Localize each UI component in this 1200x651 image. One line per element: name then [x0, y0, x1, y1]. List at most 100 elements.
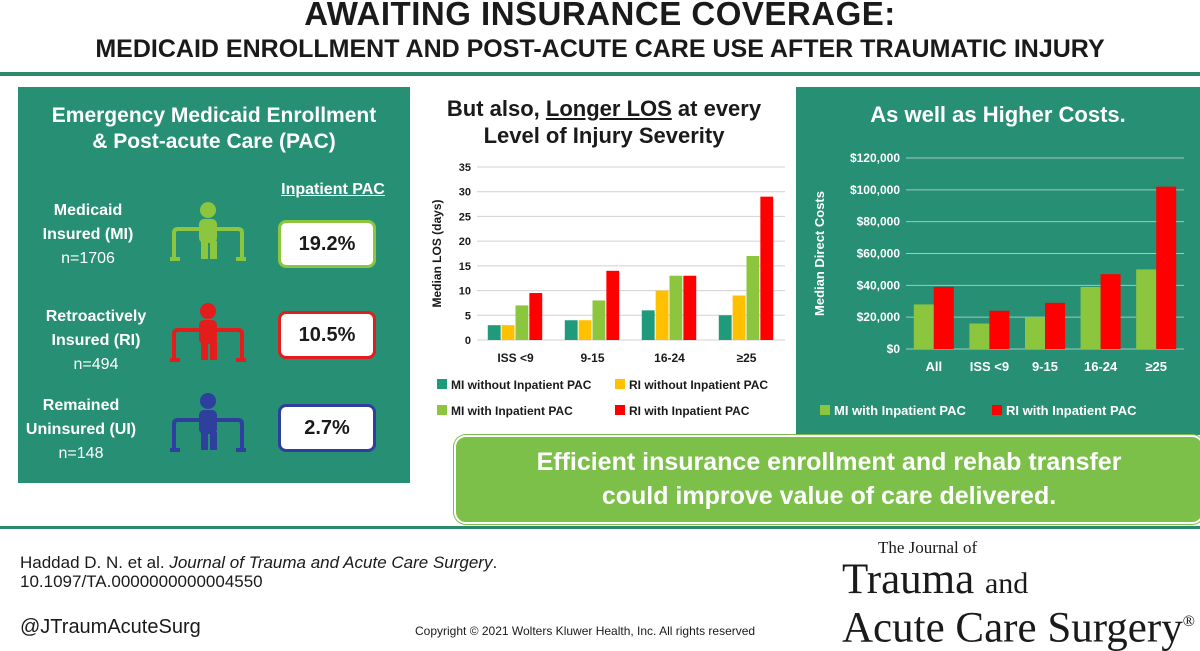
x-tick-label: ≥25 — [737, 351, 757, 365]
top-divider — [0, 72, 1200, 76]
y-axis-label: Median LOS (days) — [430, 199, 444, 307]
y-tick-label: $0 — [887, 342, 901, 356]
bar — [1136, 269, 1157, 349]
bar — [501, 325, 515, 340]
y-tick-label: 10 — [459, 286, 471, 298]
legend-swatch — [437, 405, 447, 415]
bar — [669, 275, 683, 340]
y-tick-label: 30 — [459, 187, 471, 199]
bar — [655, 290, 669, 340]
bar — [1156, 186, 1177, 349]
group-ri: Retroactively Insured (RI) n=494 — [21, 305, 171, 377]
x-tick-label: 9-15 — [580, 351, 604, 365]
legend-label: MI without Inpatient PAC — [451, 378, 592, 392]
group-mi: Medicaid Insured (MI) n=1706 — [13, 199, 163, 271]
y-tick-label: 5 — [465, 310, 471, 322]
group-ui-name1: Remained — [42, 397, 120, 414]
legend-label: MI with Inpatient PAC — [834, 403, 967, 418]
bar — [732, 295, 746, 340]
group-ri-name2: Insured (RI) — [51, 332, 141, 349]
x-tick-label: ISS <9 — [970, 359, 1009, 374]
legend-swatch — [615, 379, 625, 389]
y-tick-label: $20,000 — [857, 310, 901, 324]
cost-chart: $0 $20,000 $40,000 $60,000 $80,000 $100,000 $1… — [812, 151, 1184, 418]
bar — [1080, 286, 1101, 349]
y-tick-label: $80,000 — [857, 215, 901, 229]
legend-label: MI with Inpatient PAC — [451, 404, 573, 418]
conclusion-line1: Efficient insurance enrollment and rehab… — [536, 448, 1122, 476]
pct-box-ri: 10.5% — [278, 311, 376, 359]
group-mi-n: n=1706 — [61, 250, 115, 267]
bar — [515, 305, 529, 340]
legend-label: RI without Inpatient PAC — [629, 378, 768, 392]
pct-box-ui: 2.7% — [278, 404, 376, 452]
legend-swatch — [820, 405, 830, 415]
journal-logo-line1: Trauma and — [842, 556, 1029, 603]
legend-swatch — [992, 405, 1002, 415]
bar — [487, 325, 501, 340]
cost-panel: As well as Higher Costs. $0 $20,000 $40,00… — [796, 87, 1200, 435]
y-tick-label: 35 — [459, 162, 471, 174]
copyright: Copyright © 2021 Wolters Kluwer Health, … — [415, 624, 756, 638]
bar — [746, 255, 760, 340]
x-tick-label: 16-24 — [654, 351, 685, 365]
main-subtitle: MEDICAID ENROLLMENT AND POST-ACUTE CARE … — [95, 35, 1105, 63]
y-tick-label: 0 — [465, 335, 471, 347]
inpatient-pac-header: Inpatient PAC — [281, 181, 385, 198]
conclusion-callout: Efficient insurance enrollment and rehab… — [454, 435, 1200, 524]
group-ui-n: n=148 — [58, 445, 104, 462]
main-title: AWAITING INSURANCE COVERAGE: — [304, 0, 896, 32]
y-tick-label: $100,000 — [850, 183, 900, 197]
citation: Haddad D. N. et al. Journal of Trauma an… — [20, 553, 498, 591]
enrollment-panel: Emergency Medicaid Enrollment & Post-acu… — [18, 87, 410, 483]
group-mi-name1: Medicaid — [53, 202, 123, 219]
los-panel: But also, Longer LOS at every Level of I… — [415, 87, 793, 483]
citation-authors: Haddad D. N. et al. — [20, 553, 170, 572]
los-chart: 0 5 10 15 20 25 30 35 ISS <9 9-15 16-24 ≥25 Median L… — [430, 162, 785, 418]
y-tick-label: 20 — [459, 236, 471, 248]
bar — [913, 304, 934, 349]
person-walker-icon — [170, 393, 246, 452]
bar — [606, 270, 620, 340]
group-ui: Remained Uninsured (UI) n=148 — [6, 394, 156, 466]
enrollment-title-line1: Emergency Medicaid Enrollment — [51, 104, 377, 127]
y-axis-label: Median Direct Costs — [812, 191, 827, 316]
bar — [1045, 302, 1066, 349]
citation-doi: 10.1097/TA.0000000000004550 — [20, 572, 263, 591]
y-tick-label: $40,000 — [857, 278, 901, 292]
pct-box-mi: 19.2% — [278, 220, 376, 268]
y-tick-label: 25 — [459, 211, 471, 223]
los-title-line2: Level of Injury Severity — [483, 123, 725, 148]
group-ri-name1: Retroactively — [45, 308, 147, 325]
legend-label: RI with Inpatient PAC — [1006, 403, 1137, 418]
bar — [683, 275, 697, 340]
bar — [718, 315, 732, 340]
person-walker-icon — [170, 202, 246, 261]
x-tick-label: 9-15 — [1032, 359, 1058, 374]
x-tick-label: All — [925, 359, 942, 374]
legend-label: RI with Inpatient PAC — [629, 404, 750, 418]
enrollment-title-line2: & Post-acute Care (PAC) — [92, 130, 336, 153]
person-walker-icon — [170, 303, 246, 362]
bar — [989, 310, 1010, 349]
group-ui-name2: Uninsured (UI) — [25, 421, 137, 438]
bar — [564, 320, 578, 340]
group-mi-name2: Insured (MI) — [42, 226, 134, 243]
cost-title: As well as Higher Costs. — [870, 102, 1126, 127]
bar — [1100, 274, 1121, 349]
los-title-line1: But also, Longer LOS at every — [446, 96, 762, 121]
twitter-handle[interactable]: @JTraumAcuteSurg — [20, 616, 201, 638]
los-title-emphasis: Longer LOS — [545, 96, 672, 121]
y-tick-label: $120,000 — [850, 151, 900, 165]
journal-logo-small: The Journal of — [878, 538, 978, 557]
legend-swatch — [615, 405, 625, 415]
bar — [760, 196, 774, 340]
citation-journal: Journal of Trauma and Acute Care Surgery — [169, 553, 493, 572]
bar — [1024, 317, 1045, 349]
journal-logo-line2: Acute Care Surgery® — [842, 604, 1195, 651]
bar — [933, 286, 954, 349]
bottom-divider — [0, 526, 1200, 529]
y-tick-label: $60,000 — [857, 247, 901, 261]
group-ri-n: n=494 — [73, 356, 119, 373]
bar — [641, 310, 655, 340]
